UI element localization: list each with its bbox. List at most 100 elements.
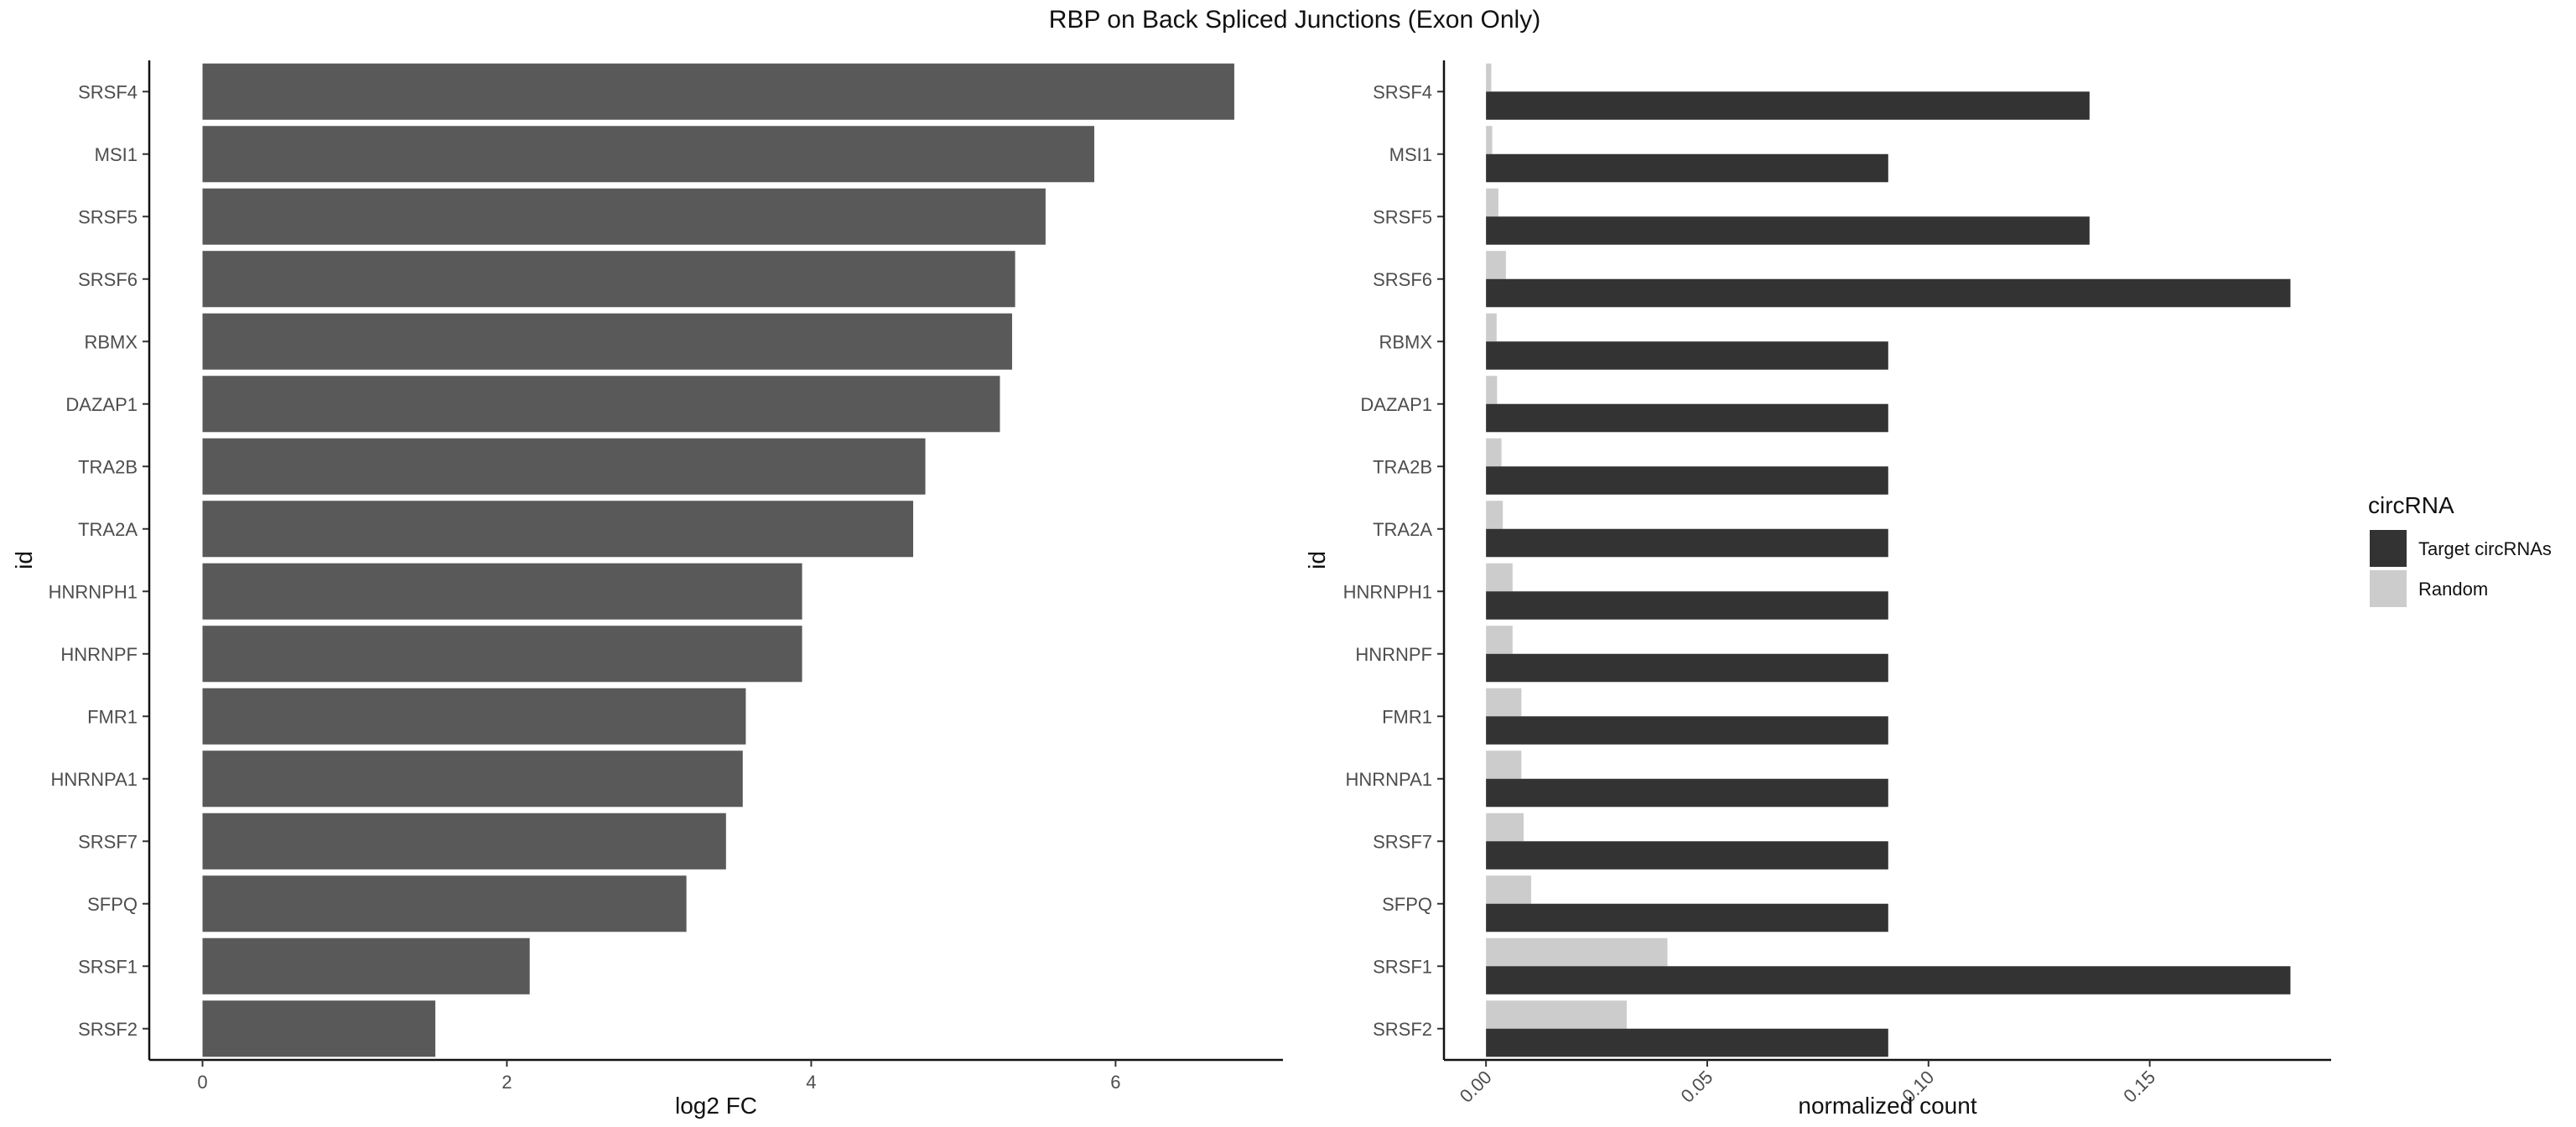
x-tick-label: 2 <box>501 1072 512 1093</box>
bar-hnrnph1 <box>202 563 802 620</box>
x-tick-label: 6 <box>1110 1072 1120 1093</box>
y-tick-label: SRSF7 <box>1373 831 1432 852</box>
log2fc-panel: SRSF4 MSI1 SRSF5 SRSF6 RBMX DAZAP1 TRA2B TRA2A H… <box>11 60 1283 1119</box>
bar-random-srsf4 <box>1486 63 1492 92</box>
bar-srsf4 <box>202 63 1234 120</box>
y-tick-label: FMR1 <box>87 706 138 727</box>
bar-tra2b <box>202 438 926 495</box>
bar-srsf6 <box>202 251 1015 308</box>
bar-random-hnrnph1 <box>1486 563 1513 592</box>
bar-random-sfpq <box>1486 875 1531 904</box>
normalized-count-panel: SRSF4 MSI1 SRSF5 SRSF6 RBMX DAZAP1 TRA2B TRA2A H… <box>1304 60 2331 1119</box>
x-axis-title: log2 FC <box>675 1093 757 1119</box>
y-axis-title: id <box>11 551 37 569</box>
y-tick-label: SRSF6 <box>78 269 138 290</box>
bar-tra2a <box>202 501 914 558</box>
y-tick-label: MSI1 <box>95 144 138 165</box>
bar-target-fmr1 <box>1486 716 1888 745</box>
y-axis-title: id <box>1304 551 1330 569</box>
y-tick-label: SRSF7 <box>78 831 138 852</box>
y-tick-label: SRSF4 <box>1373 81 1432 102</box>
bar-random-tra2a <box>1486 501 1504 529</box>
bar-target-rbmx <box>1486 341 1888 370</box>
bar-random-srsf6 <box>1486 251 1506 279</box>
y-tick-label: HNRNPA1 <box>50 769 138 790</box>
bar-random-msi1 <box>1486 126 1493 154</box>
legend: circRNA Target circRNAs Random <box>2368 492 2552 607</box>
bar-rbmx <box>202 313 1012 370</box>
bar-target-hnrnpf <box>1486 653 1888 683</box>
bar-random-hnrnpf <box>1486 626 1513 654</box>
bar-fmr1 <box>202 688 746 745</box>
bar-sfpq <box>202 875 687 932</box>
legend-label: Target circRNAs <box>2418 538 2552 559</box>
legend-title: circRNA <box>2368 492 2454 518</box>
y-tick-label: SRSF6 <box>1373 269 1432 290</box>
bar-target-srsf1 <box>1486 966 2291 995</box>
y-tick-label: DAZAP1 <box>65 394 138 415</box>
bar-target-srsf7 <box>1486 841 1888 870</box>
figure-title: RBP on Back Spliced Junctions (Exon Only… <box>1049 6 1540 34</box>
bar-random-tra2b <box>1486 438 1502 467</box>
y-tick-label: TRA2B <box>1373 456 1432 477</box>
y-tick-label: SFPQ <box>87 894 138 915</box>
y-tick-label: RBMX <box>1379 331 1432 352</box>
bar-dazap1 <box>202 376 1000 433</box>
x-tick-label: 0.00 <box>1456 1067 1496 1107</box>
legend-swatch <box>2370 530 2407 567</box>
x-tick-label: 0.15 <box>2119 1067 2159 1107</box>
y-tick-label: HNRNPA1 <box>1345 769 1432 790</box>
bar-target-sfpq <box>1486 903 1888 932</box>
bar-target-dazap1 <box>1486 403 1888 433</box>
bar-random-srsf2 <box>1486 1000 1627 1029</box>
bar-random-srsf7 <box>1486 813 1524 842</box>
y-tick-label: HNRNPH1 <box>1343 581 1432 602</box>
bar-target-msi1 <box>1486 153 1888 183</box>
y-tick-label: SRSF5 <box>1373 206 1432 227</box>
bar-target-tra2b <box>1486 466 1888 495</box>
y-tick-label: HNRNPF <box>1355 644 1432 665</box>
y-tick-label: TRA2B <box>78 456 138 477</box>
bar-msi1 <box>202 126 1094 183</box>
y-tick-label: HNRNPH1 <box>49 581 138 602</box>
bar-target-srsf4 <box>1486 91 2090 120</box>
bar-target-hnrnph1 <box>1486 591 1888 620</box>
bar-random-fmr1 <box>1486 688 1522 717</box>
bar-random-dazap1 <box>1486 376 1498 404</box>
bar-target-hnrnpa1 <box>1486 778 1888 808</box>
y-tick-label: HNRNPF <box>60 644 138 665</box>
y-tick-label: DAZAP1 <box>1360 394 1432 415</box>
y-tick-label: SRSF5 <box>78 206 138 227</box>
bar-target-srsf2 <box>1486 1028 1888 1057</box>
legend-swatch <box>2370 570 2407 607</box>
y-tick-label: SRSF2 <box>78 1019 138 1040</box>
y-tick-label: SRSF4 <box>78 81 138 102</box>
y-tick-label: TRA2A <box>78 519 138 540</box>
x-tick-label: 4 <box>806 1072 816 1093</box>
bar-target-srsf5 <box>1486 216 2090 245</box>
bar-target-tra2a <box>1486 528 1888 558</box>
bar-srsf7 <box>202 813 726 870</box>
bar-random-rbmx <box>1486 313 1497 342</box>
x-tick-label: 0 <box>197 1072 207 1093</box>
bar-random-hnrnpa1 <box>1486 750 1522 779</box>
x-tick-label: 0.05 <box>1677 1067 1717 1107</box>
y-tick-label: TRA2A <box>1373 519 1432 540</box>
bar-random-srsf5 <box>1486 188 1498 217</box>
bar-hnrnpf <box>202 626 802 683</box>
bar-srsf2 <box>202 1000 436 1057</box>
bar-srsf1 <box>202 937 530 995</box>
bar-hnrnpa1 <box>202 750 743 808</box>
y-tick-label: SRSF2 <box>1373 1019 1432 1040</box>
legend-label: Random <box>2418 579 2488 600</box>
y-tick-label: RBMX <box>84 331 138 352</box>
bar-target-srsf6 <box>1486 278 2291 308</box>
bar-random-srsf1 <box>1486 937 1668 967</box>
y-tick-label: SRSF1 <box>1373 956 1432 977</box>
y-tick-label: SRSF1 <box>78 956 138 977</box>
y-tick-label: MSI1 <box>1389 144 1432 165</box>
x-axis-title: normalized count <box>1798 1093 1976 1119</box>
y-tick-label: FMR1 <box>1382 706 1432 727</box>
bar-srsf5 <box>202 188 1046 245</box>
